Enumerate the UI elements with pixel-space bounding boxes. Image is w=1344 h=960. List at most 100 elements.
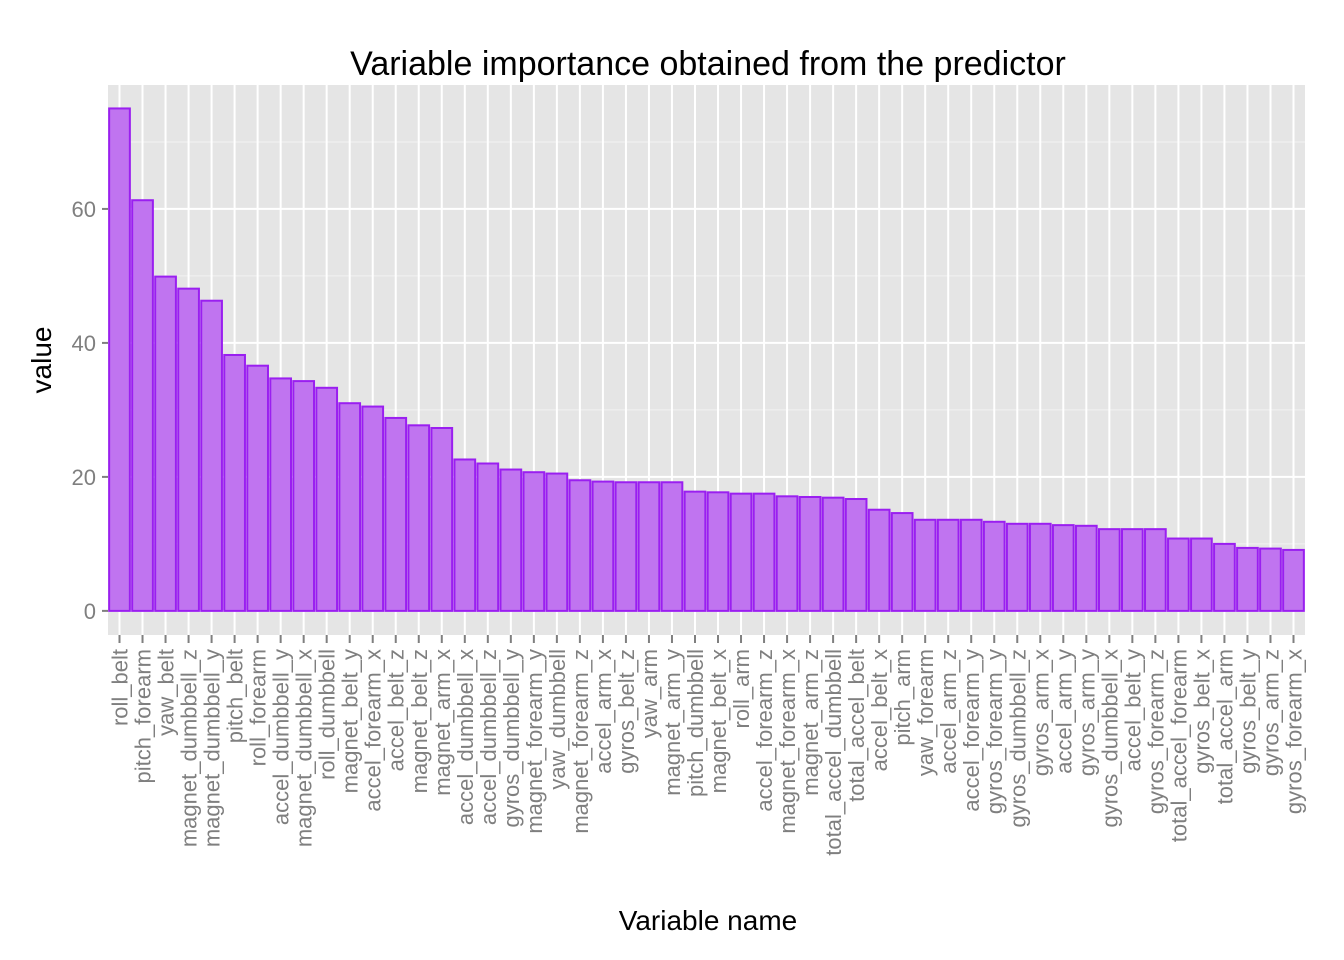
bar-yaw_forearm xyxy=(913,518,937,612)
x-tick-label: gyros_forearm_y xyxy=(982,649,1007,814)
bar-roll_arm xyxy=(729,492,753,612)
bar-accel_dumbbell_x xyxy=(453,458,477,612)
x-tick-label: total_accel_arm xyxy=(1212,649,1237,804)
x-tick-label: magnet_forearm_y xyxy=(522,649,547,834)
bar-yaw_dumbbell xyxy=(545,472,569,612)
x-tick-label: accel_forearm_z xyxy=(752,649,777,812)
y-axis-title: value xyxy=(26,327,57,394)
x-tick-label: gyros_dumbbell_x xyxy=(1097,649,1122,828)
bar-gyros_belt_x xyxy=(1190,537,1213,612)
bar-total_accel_belt xyxy=(844,498,868,612)
bar-gyros_dumbbell_z xyxy=(1005,522,1029,612)
bar-gyros_arm_z xyxy=(1259,547,1282,612)
bar-magnet_arm_x xyxy=(430,426,454,612)
x-tick-label: gyros_dumbbell_z xyxy=(1005,649,1030,828)
bar-pitch_dumbbell xyxy=(683,490,707,612)
bar-magnet_belt_z xyxy=(407,424,431,612)
bar-total_accel_arm xyxy=(1213,542,1236,612)
x-tick-label: accel_arm_y xyxy=(1051,649,1076,774)
x-tick-label: gyros_arm_z xyxy=(1258,649,1283,776)
bar-gyros_arm_x xyxy=(1028,522,1052,612)
x-tick-label: yaw_belt xyxy=(154,649,179,736)
x-tick-label: magnet_dumbbell_z xyxy=(177,649,202,847)
x-tick-label: roll_belt xyxy=(108,649,133,726)
x-tick-label: magnet_belt_z xyxy=(407,649,432,793)
bar-gyros_forearm_x xyxy=(1282,548,1305,612)
x-tick-label: accel_dumbbell_z xyxy=(476,649,501,825)
bar-roll_belt xyxy=(108,107,131,612)
x-tick-label: accel_belt_z xyxy=(384,649,409,771)
x-tick-label: total_accel_dumbbell xyxy=(821,649,846,856)
bar-gyros_belt_z xyxy=(614,481,638,612)
x-tick-label: gyros_belt_x xyxy=(1189,649,1214,774)
x-tick-label: roll_forearm xyxy=(246,649,271,766)
bar-accel_forearm_z xyxy=(752,492,776,612)
x-tick-label: magnet_arm_y xyxy=(660,649,685,796)
bars xyxy=(108,107,1305,612)
x-tick-label: gyros_arm_x xyxy=(1028,649,1053,776)
x-tick-label: gyros_arm_y xyxy=(1074,649,1099,776)
x-tick-label: accel_arm_x xyxy=(591,649,616,774)
x-tick-label: magnet_arm_z xyxy=(798,649,823,796)
x-tick-label: yaw_dumbbell xyxy=(545,649,570,790)
bar-total_accel_forearm xyxy=(1167,537,1190,612)
chart-title: Variable importance obtained from the pr… xyxy=(350,45,1066,83)
x-tick-label: roll_dumbbell xyxy=(315,649,340,780)
bar-accel_dumbbell_z xyxy=(476,462,500,612)
bar-magnet_forearm_x xyxy=(775,495,799,612)
y-tick-label: 20 xyxy=(72,465,96,490)
bar-accel_arm_x xyxy=(591,480,615,612)
bar-gyros_forearm_y xyxy=(982,520,1006,612)
x-tick-label: magnet_dumbbell_x xyxy=(292,649,317,847)
x-tick-label: gyros_belt_y xyxy=(1235,649,1260,774)
bar-gyros_arm_y xyxy=(1074,524,1098,612)
x-tick-label: accel_dumbbell_y xyxy=(269,649,294,825)
bar-gyros_forearm_z xyxy=(1144,528,1167,612)
bar-accel_belt_x xyxy=(867,508,891,612)
bar-magnet_dumbbell_y xyxy=(200,299,223,612)
bar-gyros_dumbbell_x xyxy=(1097,528,1121,612)
bar-magnet_belt_x xyxy=(706,491,730,612)
bar-gyros_belt_y xyxy=(1236,546,1259,612)
bar-yaw_arm xyxy=(637,481,661,612)
x-tick-label: accel_belt_x xyxy=(867,649,892,771)
x-tick-label: accel_forearm_x xyxy=(361,649,386,812)
x-tick-label: roll_arm xyxy=(729,649,754,728)
bar-magnet_forearm_z xyxy=(568,479,592,612)
bar-gyros_dumbbell_y xyxy=(499,468,523,612)
x-tick-label: pitch_belt xyxy=(223,649,248,743)
bar-yaw_belt xyxy=(154,275,177,612)
x-tick-label: total_accel_forearm xyxy=(1166,649,1191,842)
y-tick-label: 40 xyxy=(72,331,96,356)
x-tick-label: gyros_forearm_x xyxy=(1281,649,1306,814)
bar-magnet_dumbbell_z xyxy=(177,287,200,612)
bar-accel_belt_z xyxy=(384,416,408,612)
x-tick-label: yaw_forearm xyxy=(913,649,938,776)
bar-accel_arm_y xyxy=(1051,524,1075,612)
x-tick-label: pitch_forearm xyxy=(131,649,156,784)
bar-pitch_belt xyxy=(223,353,246,612)
x-tick-label: magnet_forearm_z xyxy=(568,649,593,834)
y-tick-label: 0 xyxy=(84,599,96,624)
x-tick-label: magnet_dumbbell_y xyxy=(200,649,225,847)
x-tick-label: gyros_dumbbell_y xyxy=(499,649,524,828)
bar-magnet_arm_z xyxy=(798,495,822,612)
bar-accel_forearm_y xyxy=(959,518,983,612)
x-tick-label: accel_arm_z xyxy=(936,649,961,774)
bar-magnet_dumbbell_x xyxy=(292,380,316,612)
bar-accel_belt_y xyxy=(1120,528,1144,612)
bar-roll_dumbbell xyxy=(315,386,339,612)
bar-pitch_forearm xyxy=(131,199,154,612)
y-tick-label: 60 xyxy=(72,197,96,222)
x-tick-label: magnet_forearm_x xyxy=(775,649,800,834)
bar-magnet_forearm_y xyxy=(522,471,546,612)
x-axis-title: Variable name xyxy=(619,905,797,936)
x-tick-label: magnet_belt_y xyxy=(338,649,363,793)
x-tick-label: accel_dumbbell_x xyxy=(453,649,478,825)
bar-total_accel_dumbbell xyxy=(821,496,845,612)
bar-magnet_arm_y xyxy=(660,481,684,612)
bar-accel_dumbbell_y xyxy=(269,377,293,612)
x-tick-label: accel_forearm_y xyxy=(959,649,984,812)
bar-accel_forearm_x xyxy=(361,405,385,612)
